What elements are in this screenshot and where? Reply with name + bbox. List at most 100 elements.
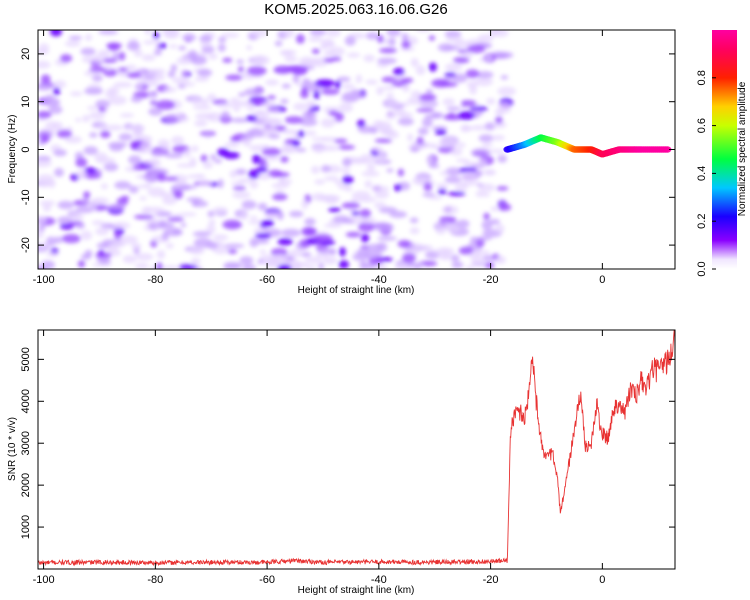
snr-ytick-label: 5000: [20, 347, 32, 371]
spectrogram-cell: [334, 80, 341, 89]
spectrogram-cell: [284, 55, 298, 63]
spectrogram-cell: [426, 88, 433, 95]
spectrogram-cell: [340, 167, 351, 173]
spectrogram-cell: [482, 254, 494, 262]
spectrogram-cell: [397, 117, 414, 126]
spectrogram-cell: [163, 176, 179, 181]
spectrogram-cell: [57, 216, 73, 225]
spectrogram-cell: [38, 159, 52, 168]
spectrogram-cell: [251, 30, 268, 38]
spectrogram-cell: [376, 242, 388, 253]
spectrogram-cell: [428, 35, 435, 41]
spectrogram-cell: [306, 100, 316, 109]
spectrogram-cell: [254, 238, 270, 244]
spectrogram-cell: [377, 236, 397, 241]
spectrogram-cell: [361, 233, 370, 243]
spectrogram-cell: [288, 249, 302, 258]
spectrogram-cell: [342, 158, 352, 167]
spectrogram-cell: [238, 92, 246, 97]
spectrogram-cell: [224, 141, 240, 148]
spectrogram-cell: [107, 242, 119, 251]
spectrogram-cell: [263, 118, 283, 126]
spectrogram-cell: [199, 34, 213, 43]
spectrogram-cell: [478, 134, 494, 143]
spectrogram-cell: [165, 242, 174, 249]
spectrogram-cell: [229, 169, 238, 179]
spectrogram-cell: [268, 169, 283, 178]
spectrogram-cell: [212, 234, 229, 241]
spectrogram-cell: [450, 254, 460, 262]
spectrogram-cell: [75, 223, 86, 229]
spectrogram-cell: [467, 44, 486, 54]
spectrogram-cell: [135, 80, 143, 90]
spectrogram-cell: [265, 79, 279, 86]
spectrogram-cell: [239, 256, 254, 265]
spectrogram-cell: [261, 147, 281, 156]
spectrogram-cell: [402, 83, 410, 93]
spectrogram-cell: [473, 250, 491, 255]
spectrogram-cell: [53, 87, 61, 96]
spectrogram-cell: [443, 114, 463, 121]
spectrogram-cell: [484, 122, 496, 131]
spectrogram-cell: [217, 103, 235, 108]
spectrogram-cell: [313, 90, 320, 100]
spectrogram-cell: [217, 43, 226, 52]
spectrogram-cell: [483, 212, 490, 220]
spectrogram-cell: [277, 264, 292, 269]
spectrogram-cell: [91, 200, 104, 205]
spectrogram-xtick-label: -40: [371, 274, 387, 286]
spectrogram-cell: [175, 112, 186, 120]
spectrogram-cell: [75, 206, 95, 214]
spectrogram-cell: [358, 222, 375, 232]
spectrogram-cell: [240, 211, 248, 221]
spectrogram-cell: [397, 240, 411, 248]
spectrogram-cell: [107, 203, 126, 211]
spectrogram-cell: [386, 101, 401, 107]
spectrogram-cell: [201, 45, 215, 54]
spectrogram-cell: [39, 179, 50, 188]
spectrogram-cell: [426, 155, 434, 165]
spectrogram-cell: [167, 70, 176, 78]
spectrogram-cell: [342, 83, 355, 90]
spectrogram-cell: [45, 120, 58, 131]
spectrogram-cell: [483, 169, 496, 176]
spectrogram-cell: [439, 171, 450, 176]
spectrogram-cell: [144, 173, 159, 183]
spectrogram-cell: [98, 30, 119, 35]
spectrogram-cell: [118, 133, 133, 141]
spectrogram-cell: [82, 197, 90, 205]
spectrogram-cell: [372, 184, 383, 194]
spectrogram-cell: [207, 210, 215, 218]
spectrogram-cell: [102, 58, 117, 64]
spectrogram-cell: [176, 163, 197, 168]
spectrogram-cell: [292, 74, 300, 84]
spectrogram-cell: [214, 158, 223, 164]
spectrogram-cell: [130, 96, 143, 103]
spectrogram-cell: [75, 117, 82, 123]
spectrogram-cell: [444, 63, 462, 72]
spectrogram-cell: [128, 155, 142, 165]
spectrogram-cell: [320, 118, 335, 128]
spectrogram-cell: [152, 32, 160, 39]
spectrogram-cell: [197, 68, 213, 77]
spectrogram-cell: [401, 40, 411, 49]
colorbar: 0.0 0.2 0.4 0.6 0.8 Normalized spectral ampl…: [696, 30, 748, 277]
spectrogram-cell: [382, 85, 396, 91]
spectrogram-cell: [491, 134, 506, 141]
snr-xtick-label: 0: [599, 574, 605, 586]
spectrogram-cell: [89, 132, 98, 138]
spectrogram-cell: [368, 255, 384, 266]
spectrogram-cell: [380, 128, 396, 136]
spectrogram-cell: [386, 168, 394, 173]
spectrogram-cell: [257, 259, 265, 265]
snr-ytick-label: 2000: [20, 473, 32, 497]
spectrogram-cell: [485, 55, 492, 61]
spectrogram-cell: [192, 231, 211, 237]
spectrogram-cell: [342, 175, 354, 185]
spectrogram-cell: [341, 91, 360, 102]
spectrogram-xlabel: Height of straight line (km): [298, 285, 415, 296]
spectrogram-cell: [495, 255, 507, 265]
spectrogram-cell: [500, 75, 509, 80]
spectrogram-cell: [249, 237, 259, 248]
spectrogram-cell: [364, 180, 373, 189]
